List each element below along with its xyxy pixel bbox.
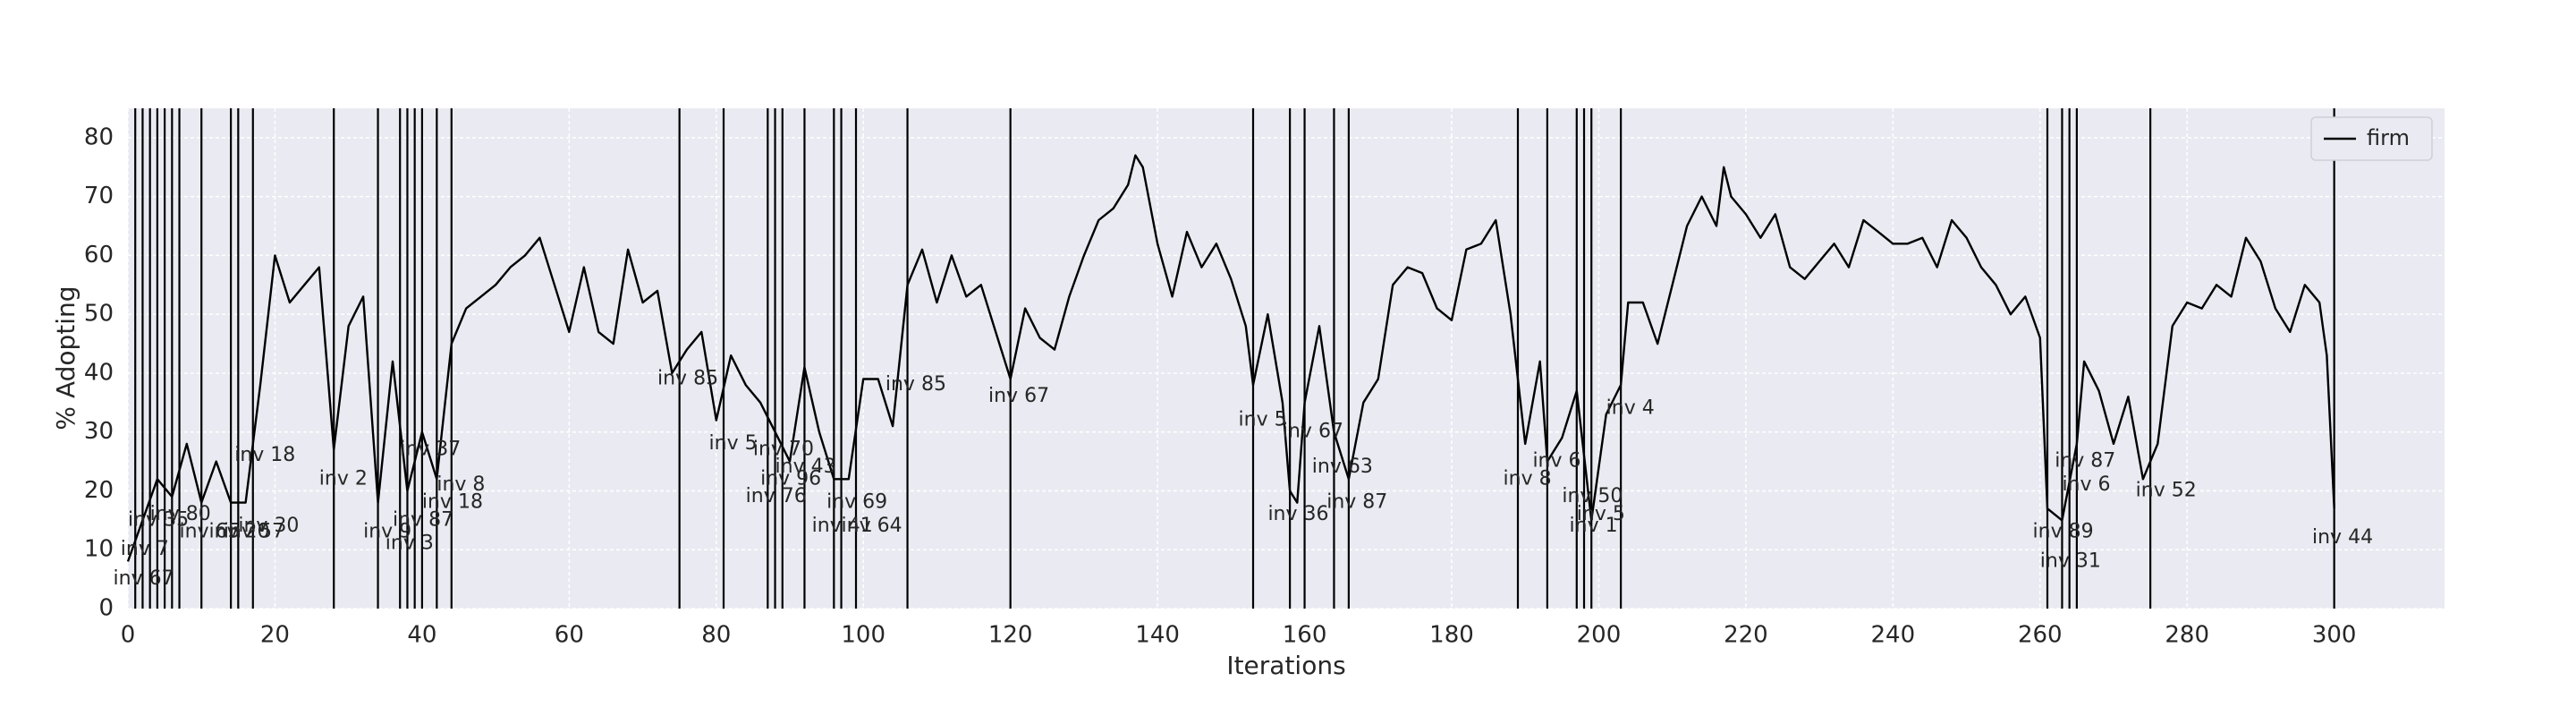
annotation: inv 8	[436, 473, 485, 496]
annotation: inv 41	[812, 515, 873, 537]
x-tick-label: 100	[841, 622, 886, 649]
x-tick-label: 200	[1577, 622, 1622, 649]
x-tick-label: 20	[260, 622, 290, 649]
annotation: inv 18	[234, 444, 295, 466]
x-tick-label: 140	[1135, 622, 1180, 649]
annotation: inv 3	[386, 533, 434, 555]
annotation: inv 4	[1606, 396, 1655, 419]
annotation: inv 87	[393, 508, 453, 531]
annotation: inv 1	[1570, 515, 1618, 537]
y-axis-label: % Adopting	[51, 286, 80, 430]
data-line	[126, 154, 2335, 562]
annotation: inv 87	[1326, 491, 1387, 514]
x-tick-label: 260	[2018, 622, 2063, 649]
legend-label: firm	[2367, 125, 2410, 150]
y-tick-label: 60	[84, 242, 114, 268]
x-tick-label: 40	[407, 622, 436, 649]
annotation: inv 18	[422, 491, 483, 514]
annotation: inv 5	[1577, 503, 1625, 525]
y-tick-label: 40	[84, 359, 114, 386]
annotation: inv 6	[2062, 473, 2110, 496]
x-tick-label: 120	[988, 622, 1033, 649]
x-tick-label: 80	[701, 622, 731, 649]
annotation: inv 80	[150, 503, 211, 525]
annotation: inv 57	[224, 521, 284, 543]
x-tick-label: 60	[555, 622, 584, 649]
x-tick-label: 280	[2165, 622, 2209, 649]
y-tick-label: 70	[84, 183, 114, 209]
x-tick-label: 300	[2312, 622, 2357, 649]
y-tick-label: 0	[98, 595, 114, 622]
annotation: inv 31	[2040, 550, 2101, 572]
annotation: inv 67	[1283, 421, 1343, 443]
annotation: inv 5	[1239, 409, 1287, 431]
annotation: inv 96	[760, 467, 821, 490]
annotation: inv 30	[238, 515, 299, 537]
annotation: inv 50	[1562, 485, 1623, 507]
annotation: inv 64	[842, 515, 902, 537]
annotation: inv 7	[121, 538, 169, 560]
annotation: inv 76	[746, 485, 807, 507]
annotation: inv 85	[886, 373, 946, 396]
x-tick-label: 160	[1283, 622, 1327, 649]
annotation: inv 6	[1532, 450, 1580, 473]
annotation: inv 35	[128, 508, 189, 531]
annotation: inv 36	[1267, 503, 1328, 525]
annotation: inv 67	[114, 567, 174, 590]
x-tick-label: 220	[1724, 622, 1768, 649]
y-tick-label: 20	[84, 477, 114, 504]
annotation: inv 37	[400, 438, 461, 460]
x-tick-label: 180	[1429, 622, 1474, 649]
annotation: inv 65	[180, 521, 241, 543]
annotation: inv 43	[775, 456, 836, 478]
x-axis-label: Iterations	[1226, 651, 1345, 680]
x-tick-label: 240	[1871, 622, 1916, 649]
annotation: inv 70	[753, 438, 814, 460]
annotation: inv 8	[1504, 467, 1552, 490]
y-tick-label: 50	[84, 301, 114, 328]
annotation: inv 5	[709, 432, 758, 455]
annotation: inv 63	[1312, 456, 1373, 478]
y-tick-label: 10	[84, 536, 114, 563]
annotation: inv 44	[2312, 526, 2373, 549]
annotation: inv 87	[2055, 450, 2115, 473]
annotation: inv 20	[208, 521, 269, 543]
annotation: inv 85	[657, 368, 718, 390]
annotation: inv 67	[988, 385, 1049, 407]
annotation: inv 9	[363, 521, 411, 543]
plot-area	[128, 108, 2445, 609]
y-tick-label: 80	[84, 124, 114, 150]
annotation: inv 2	[319, 467, 368, 490]
annotation: inv 52	[2136, 479, 2197, 501]
y-tick-label: 30	[84, 418, 114, 445]
x-tick-label: 0	[121, 622, 136, 649]
annotation: inv 89	[2033, 521, 2094, 543]
annotation: inv 69	[826, 491, 887, 514]
legend-box	[2310, 116, 2433, 161]
